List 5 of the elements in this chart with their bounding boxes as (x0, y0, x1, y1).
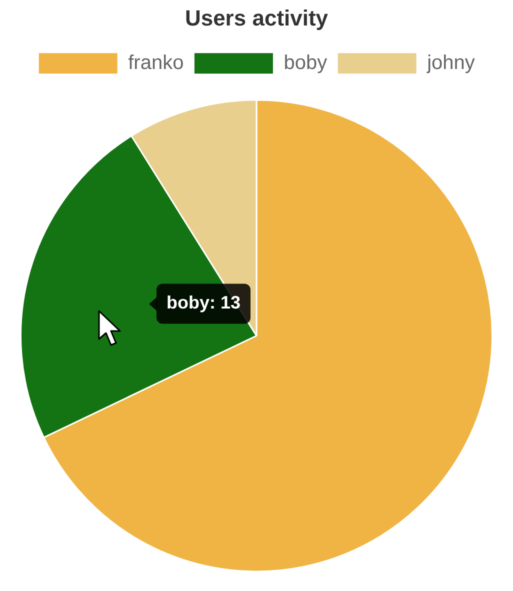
legend-label: franko (128, 52, 184, 74)
legend-label: johny (426, 52, 475, 74)
chart-title: Users activity (184, 5, 329, 30)
legend-label: boby (284, 52, 328, 74)
text: boby: 13 (166, 292, 241, 313)
